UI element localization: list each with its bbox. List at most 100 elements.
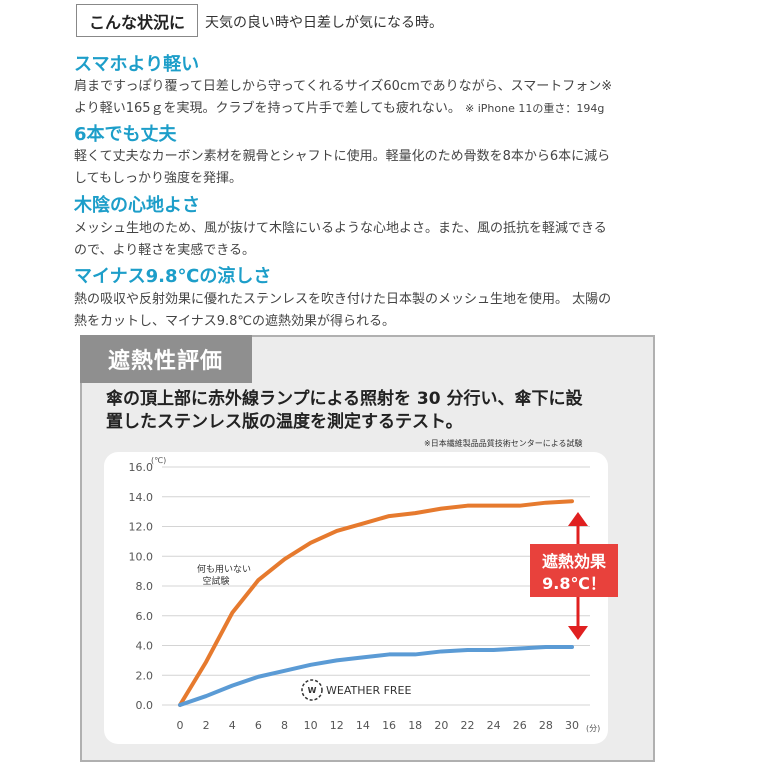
brand-logo-mark: W	[308, 686, 317, 695]
x-tick-label: 0	[177, 719, 184, 732]
feature-body-line: メッシュ生地のため、風が抜けて木陰にいるような心地よさ。また、風の抵抗を軽減でき…	[74, 221, 607, 236]
data-point	[204, 694, 208, 698]
x-tick-label: 8	[281, 719, 288, 732]
feature-body-shade: メッシュ生地のため、風が抜けて木陰にいるような心地よさ。また、風の抵抗を軽減でき…	[74, 218, 714, 262]
x-tick-label: 24	[487, 719, 501, 732]
x-unit: (分)	[586, 724, 600, 733]
feature-title-shade: 木陰の心地よさ	[74, 195, 200, 216]
data-point	[439, 649, 443, 653]
x-tick-label: 18	[408, 719, 422, 732]
effect-badge: 遮熱効果 9.8℃！	[530, 544, 618, 597]
x-tick-label: 16	[382, 719, 396, 732]
data-point	[465, 648, 469, 652]
y-tick-label: 8.0	[136, 580, 154, 593]
feature-body-line: 軽くて丈夫なカーボン素材を親骨とシャフトに使用。軽量化のため骨数を8本から6本に…	[74, 149, 611, 164]
data-series	[178, 499, 574, 707]
x-tick-label: 12	[330, 719, 344, 732]
data-point	[335, 529, 339, 533]
feature-body-line: 熱の吸収や反射効果に優れたステンレスを吹き付けた日本製のメッシュ生地を使用。 太…	[74, 292, 612, 307]
x-tick-label: 2	[203, 719, 210, 732]
feature-body-line: してもしっかり強度を発揮。	[74, 171, 242, 186]
control-label: 何も用いない	[197, 563, 251, 575]
x-tick-label: 6	[255, 719, 262, 732]
y-unit: (℃)	[151, 456, 166, 465]
brand-logo-icon	[301, 679, 323, 701]
y-tick-labels: 0.0 2.0 4.0 6.0 8.0 10.0 12.0 14.0 16.0	[129, 461, 154, 712]
y-tick-label: 16.0	[129, 461, 154, 474]
feature-body-line: ので、より軽さを実感できる。	[74, 243, 255, 258]
feature-body-strong: 軽くて丈夫なカーボン素材を親骨とシャフトに使用。軽量化のため骨数を8本から6本に…	[74, 146, 714, 190]
control-label: 空試験	[202, 575, 229, 587]
evaluation-tab: 遮熱性評価	[80, 335, 252, 383]
data-point	[518, 646, 522, 650]
x-tick-label: 30	[565, 719, 579, 732]
test-description: 傘の頂上部に赤外線ランプによる照射を 30 分行い、傘下に設 置したステンレス版…	[106, 388, 646, 434]
iphone-note: ※ iPhone 11の重さ：194g	[465, 102, 605, 115]
data-point	[439, 507, 443, 511]
data-point	[413, 511, 417, 515]
y-tick-label: 2.0	[136, 669, 154, 682]
feature-title-light: スマホより軽い	[74, 54, 200, 75]
feature-body-line: 熱をカットし、マイナス9.8℃の遮熱効果が得られる。	[74, 314, 396, 329]
effect-badge-title: 遮熱効果	[542, 552, 606, 571]
data-point	[230, 611, 234, 615]
y-tick-label: 10.0	[129, 550, 154, 563]
data-point	[387, 652, 391, 656]
feature-title-strong: 6本でも丈夫	[74, 124, 177, 145]
data-point	[544, 645, 548, 649]
test-description-line: 置したステンレス版の温度を測定するテスト。	[106, 412, 463, 432]
feature-body-cool: 熱の吸収や反射効果に優れたステンレスを吹き付けた日本製のメッシュ生地を使用。 太…	[74, 289, 714, 333]
feature-body-light: 肩まですっぽり覆って日差しから守ってくれるサイズ60cmでありながら、スマートフ…	[74, 76, 714, 120]
data-point	[256, 578, 260, 582]
feature-title-cool: マイナス9.8℃の涼しさ	[74, 266, 272, 287]
y-tick-label: 4.0	[136, 640, 154, 653]
data-point	[361, 522, 365, 526]
control-series-line	[178, 499, 574, 707]
data-point	[283, 557, 287, 561]
x-tick-label: 26	[513, 719, 527, 732]
data-point	[465, 504, 469, 508]
situation-text: 天気の良い時や日差しが気になる時。	[205, 15, 443, 31]
source-note: ※日本繊維製品品質技術センターによる試験	[424, 439, 583, 448]
data-point	[309, 541, 313, 545]
data-point	[230, 684, 234, 688]
y-tick-label: 14.0	[129, 491, 154, 504]
data-point	[570, 645, 574, 649]
effect-badge-value: 9.8℃！	[542, 574, 606, 593]
x-tick-label: 20	[434, 719, 448, 732]
data-point	[518, 504, 522, 508]
data-point	[283, 669, 287, 673]
data-point	[204, 660, 208, 664]
feature-body-line: 肩まですっぽり覆って日差しから守ってくれるサイズ60cmでありながら、スマートフ…	[74, 79, 613, 94]
x-tick-label: 10	[304, 719, 318, 732]
data-point	[544, 501, 548, 505]
data-point	[570, 499, 574, 503]
y-tick-label: 6.0	[136, 610, 154, 623]
y-tick-label: 0.0	[136, 699, 154, 712]
grid-lines	[162, 466, 590, 706]
feature-body-line: より軽い165ｇを実現。クラブを持って片手で差しても疲れない。 ※ iPhone…	[74, 101, 605, 116]
data-point	[178, 703, 182, 707]
test-description-line: 傘の頂上部に赤外線ランプによる照射を 30 分行い、傘下に設	[106, 389, 583, 409]
brand-logo-text: WEATHER FREE	[326, 684, 411, 697]
data-point	[492, 504, 496, 508]
weather-free-series-line	[178, 644, 574, 707]
situation-box: こんな状況に	[76, 4, 198, 37]
arrow-up-icon	[568, 512, 588, 526]
plot-area	[104, 452, 608, 744]
data-point	[492, 648, 496, 652]
data-point	[361, 655, 365, 659]
x-tick-label: 4	[229, 719, 236, 732]
brand-logo: W WEATHER FREE	[301, 679, 411, 701]
data-point	[309, 663, 313, 667]
data-point	[256, 675, 260, 679]
x-tick-label: 14	[356, 719, 370, 732]
data-point	[413, 652, 417, 656]
y-tick-label: 12.0	[129, 521, 154, 534]
x-tick-label: 28	[539, 719, 553, 732]
arrow-down-icon	[568, 626, 588, 640]
data-point	[387, 514, 391, 518]
data-point	[335, 658, 339, 662]
x-tick-label: 22	[460, 719, 474, 732]
